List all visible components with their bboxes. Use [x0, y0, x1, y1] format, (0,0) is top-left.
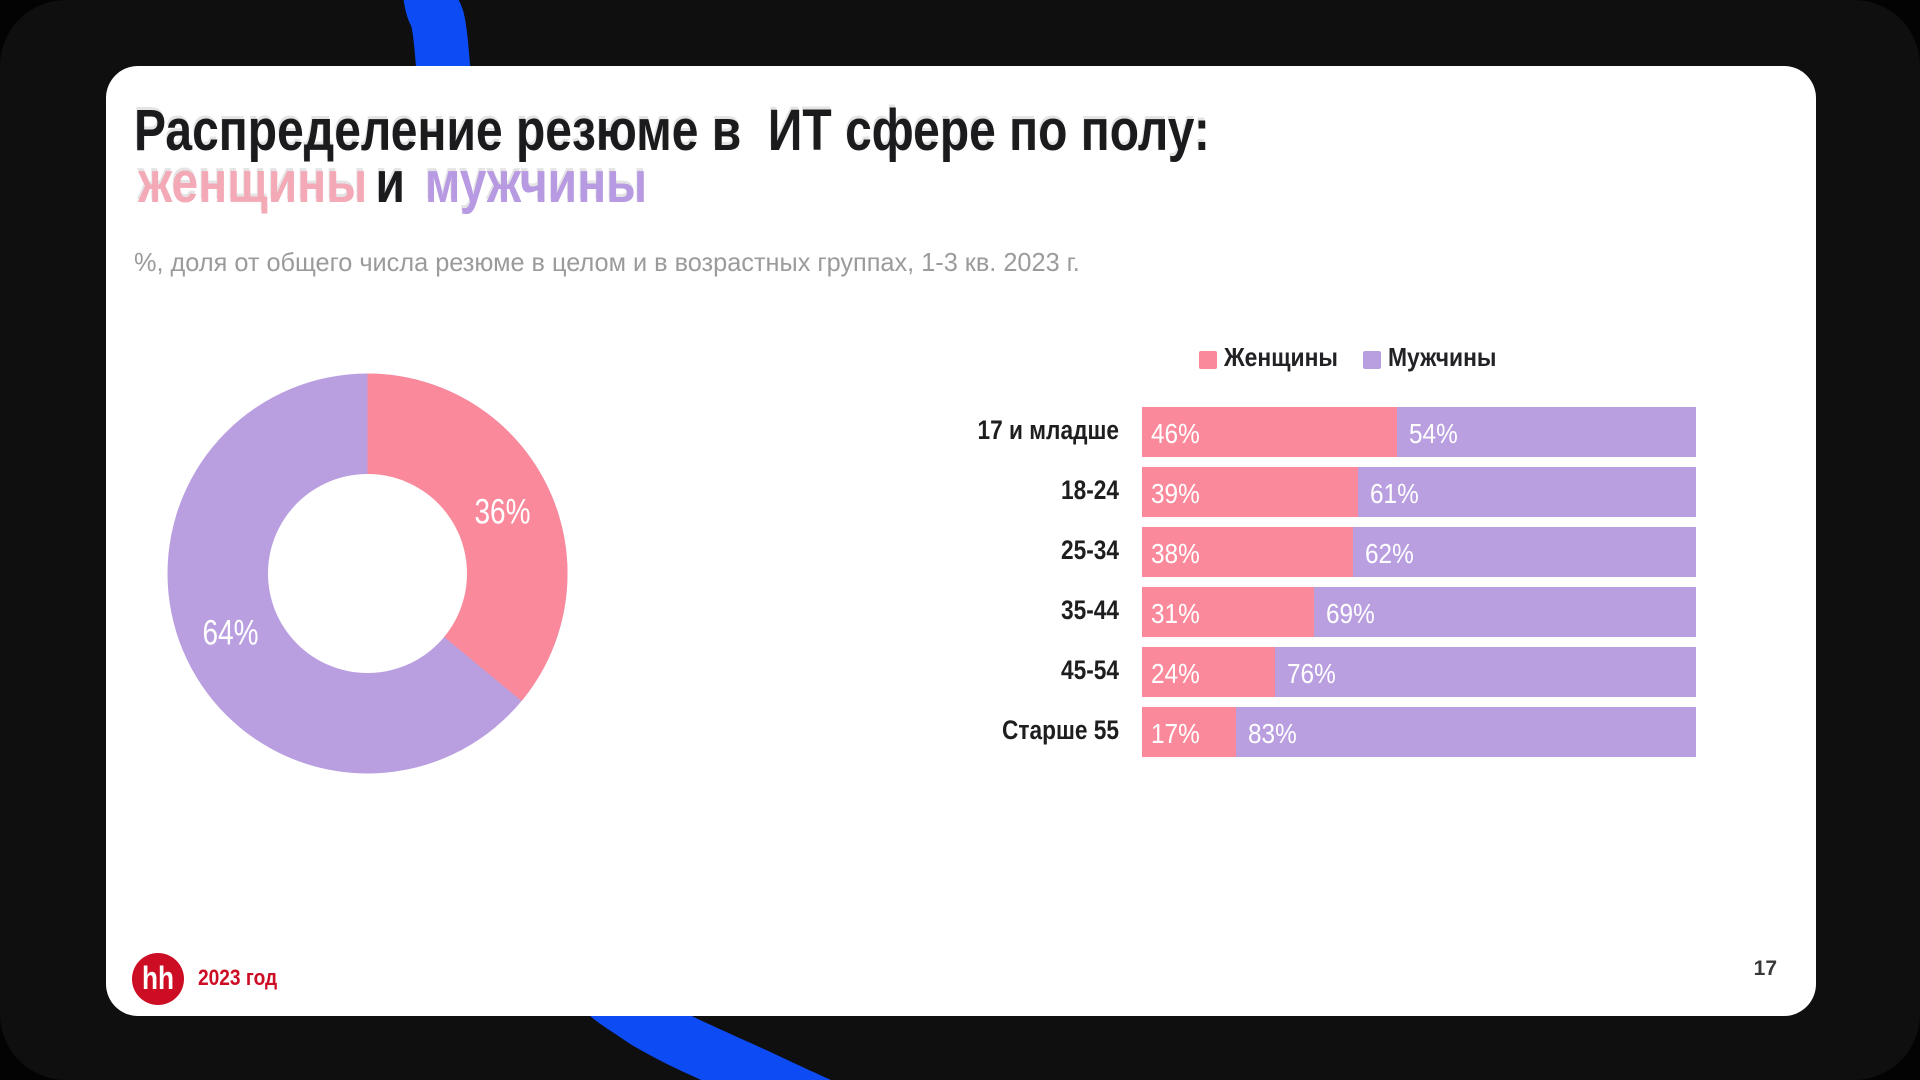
- svg-text:36%: 36%: [474, 492, 530, 532]
- svg-text:64%: 64%: [202, 613, 258, 653]
- svg-text:hh: hh: [142, 962, 174, 997]
